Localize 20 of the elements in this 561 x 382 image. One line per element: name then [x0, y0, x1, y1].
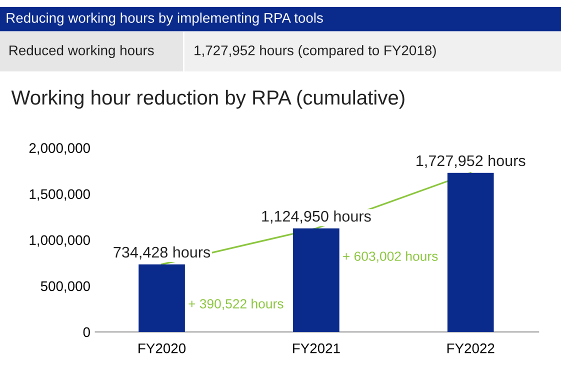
- y-tick-label: 1,000,000: [30, 235, 90, 247]
- data-label: 1,727,952 hours: [416, 154, 526, 168]
- annotation: + 390,522 hours: [188, 298, 284, 310]
- x-tick-label: FY2022: [447, 343, 494, 354]
- text: Reduced working hours: [10, 45, 154, 58]
- x-tick-label: FY2020: [138, 343, 186, 354]
- bar: [293, 228, 340, 332]
- text: Reducing working hours by implementing RPA tools: [6, 12, 323, 26]
- data-label: 1,124,950 hours: [262, 210, 371, 224]
- bar: [138, 264, 185, 332]
- x-tick-label: FY2021: [293, 343, 340, 354]
- y-tick-label: 0: [83, 327, 90, 338]
- y-tick-label: 500,000: [40, 281, 90, 293]
- bar: [447, 172, 494, 332]
- data-label: 734,428 hours: [114, 246, 210, 260]
- y-tick-label: 1,500,000: [30, 189, 90, 201]
- text: 1,727,952 hours (compared to FY2018): [194, 45, 436, 58]
- y-tick-label: 2,000,000: [29, 143, 90, 155]
- chart-title: Working hour reduction by RPA (cumulative): [11, 90, 404, 109]
- annotation: + 603,002 hours: [343, 251, 438, 262]
